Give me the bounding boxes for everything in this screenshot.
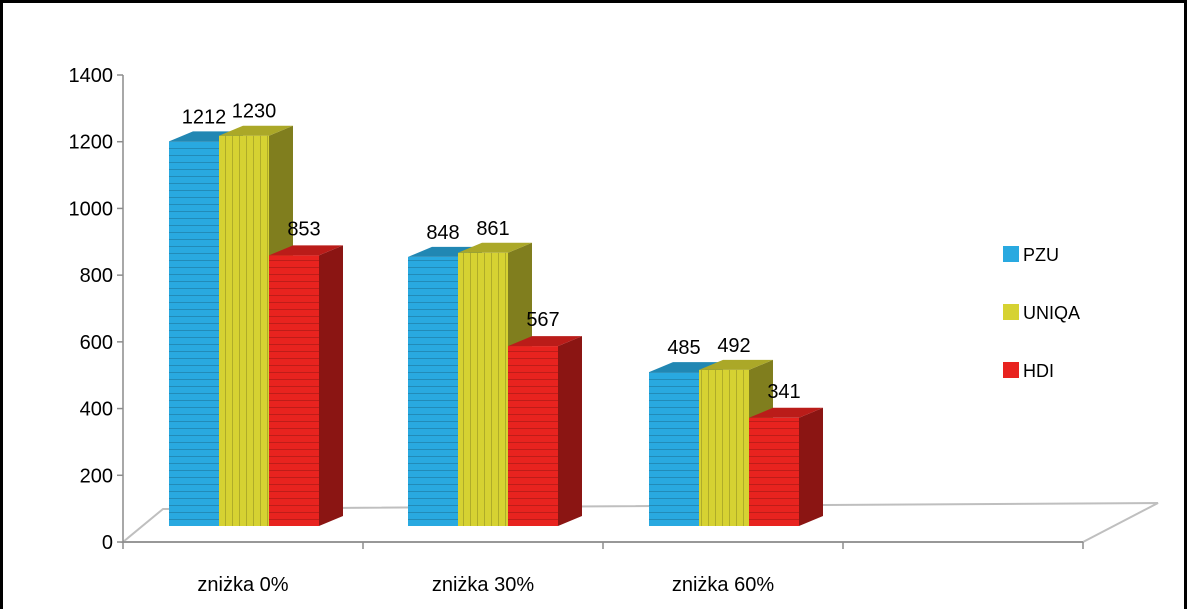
data-label: 1212 [182,106,227,128]
bar-top [699,359,773,370]
bar-top [508,336,582,347]
legend-swatch-hdi [1003,362,1019,378]
legend: PZU UNIQA HDI [1003,245,1080,381]
data-label: 492 [717,335,750,357]
bar-texture [508,346,558,526]
bar-top [219,125,293,136]
data-label: 341 [767,381,800,403]
y-tick-label: 0 [102,532,113,554]
bar-texture [749,417,799,526]
bar-side [319,245,343,526]
y-tick-label: 200 [80,465,113,487]
y-tick-label: 1000 [69,198,114,220]
x-tick-label: zniżka 60% [672,574,774,596]
bar-texture [699,369,749,526]
data-label: 485 [667,337,700,359]
bars [169,125,823,526]
legend-label-pzu: PZU [1023,245,1059,265]
legend-swatch-pzu [1003,246,1019,262]
legend-label-uniqa: UNIQA [1023,303,1080,323]
bar-texture [169,141,219,526]
bar-top [458,242,532,253]
bar-side [558,336,582,526]
y-axis: 0 200 400 600 800 1000 1200 1400 [69,65,124,554]
x-axis: zniżka 0% zniżka 30% zniżka 60% [122,541,1084,596]
y-tick-label: 600 [80,332,113,354]
bar-texture [408,256,458,526]
legend-label-hdi: HDI [1023,361,1054,381]
y-tick-label: 1200 [69,132,114,154]
legend-swatch-uniqa [1003,304,1019,320]
data-label: 853 [287,218,320,240]
y-tick-label: 1400 [69,65,114,87]
data-label: 848 [426,222,459,244]
y-tick-label: 400 [80,399,113,421]
y-tick-label: 800 [80,265,113,287]
data-labels: 1212 1230 853 848 861 567 485 492 341 [182,101,801,403]
x-tick-label: zniżka 0% [197,574,288,596]
bar-texture [269,255,319,526]
bar-top [749,407,823,418]
data-label: 567 [526,309,559,331]
bar-side [799,407,823,526]
bar-top [269,245,343,256]
data-label: 861 [476,218,509,240]
bar-texture [649,372,699,526]
data-label: 1230 [232,101,277,123]
x-tick-label: zniżka 30% [432,574,534,596]
bar-texture [219,135,269,526]
bar-texture [458,252,508,526]
